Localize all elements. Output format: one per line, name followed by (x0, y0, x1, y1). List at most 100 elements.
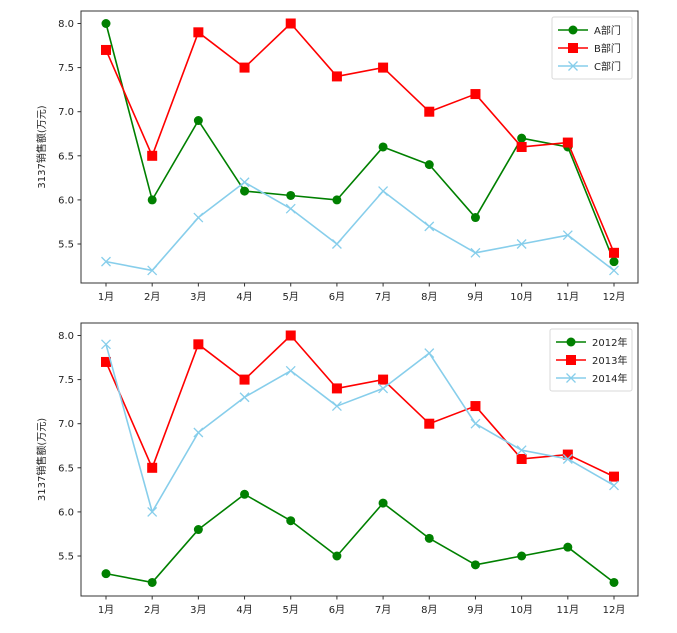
series-1 (101, 330, 619, 482)
data-point (378, 186, 389, 197)
data-point (193, 339, 204, 350)
data-point (378, 142, 388, 152)
data-point (286, 516, 296, 526)
data-point (516, 141, 527, 152)
data-point (378, 498, 388, 508)
chart-top-departments: 5.5 6.0 6.5 7.0 7.5 8.0 1月 2月 3月 4月 5月 6月 7月 8月 9月 10月 1… (35, 10, 639, 303)
data-point (424, 106, 435, 117)
legend-marker (568, 25, 578, 35)
series-line (105, 181, 615, 272)
x-tick-label: 11月 (556, 604, 579, 616)
x-tick-label: 3月 (190, 291, 206, 303)
series-2 (101, 177, 619, 276)
data-point (516, 453, 527, 464)
data-point (285, 18, 296, 29)
data-point (193, 212, 204, 223)
data-point (470, 247, 481, 258)
legend: A部门 B部门 C部门 (551, 16, 633, 80)
data-point (516, 239, 527, 249)
data-point (424, 418, 435, 429)
data-point (193, 116, 203, 126)
legend-marker (566, 355, 576, 365)
x-tick-label: 4月 (236, 604, 252, 616)
data-point (147, 150, 158, 161)
series-line (105, 493, 615, 584)
data-point (332, 195, 342, 205)
y-tick-label: 6.0 (58, 195, 74, 206)
data-point (240, 186, 250, 196)
y-tick-label: 6.0 (58, 507, 74, 518)
data-point (562, 454, 573, 464)
data-point (147, 506, 158, 517)
data-point (516, 445, 527, 456)
series-line (105, 334, 615, 478)
data-point (609, 577, 619, 587)
data-point (562, 137, 573, 148)
data-point (470, 418, 481, 429)
axes-frame (80, 322, 639, 597)
data-point (424, 533, 434, 543)
x-tick-label: 6月 (329, 291, 345, 303)
x-tick-label: 3月 (190, 604, 206, 616)
data-point (470, 89, 481, 100)
data-point (147, 265, 158, 276)
x-tick-label: 9月 (467, 291, 483, 303)
data-point (378, 374, 389, 385)
data-point (285, 330, 296, 341)
data-point (470, 213, 480, 223)
x-tick-label: 12月 (603, 604, 626, 616)
series-0 (101, 19, 619, 267)
data-point (239, 177, 250, 188)
y-tick-label: 6.5 (58, 463, 74, 474)
x-tick-label: 10月 (510, 291, 533, 303)
x-tick-label: 4月 (236, 291, 252, 303)
y-tick-label: 7.5 (58, 375, 74, 386)
data-point (239, 374, 250, 385)
x-tick-label: 11月 (556, 291, 579, 303)
data-point (193, 525, 203, 535)
data-point (331, 71, 342, 82)
x-tick-label: 5月 (283, 291, 299, 303)
y-axis-label: 3137销售额(万元) (35, 105, 48, 188)
data-point (378, 62, 389, 73)
x-tick-label: 7月 (375, 604, 391, 616)
x-tick-label: 12月 (603, 291, 626, 303)
data-point (470, 401, 481, 412)
axes-frame (80, 10, 639, 284)
x-tick-label: 2月 (144, 604, 160, 616)
series-1 (101, 18, 619, 258)
data-point (424, 160, 434, 170)
legend-label: B部门 (594, 42, 621, 55)
series-line (105, 23, 615, 262)
x-tick-label: 9月 (467, 604, 483, 616)
y-tick-label: 8.0 (58, 19, 74, 30)
data-point (101, 256, 111, 267)
data-point (609, 265, 619, 276)
legend-label: 2013年 (592, 354, 627, 367)
data-point (193, 427, 204, 438)
legend-label: C部门 (594, 60, 621, 73)
y-tick-label: 8.0 (58, 331, 74, 342)
x-tick-label: 5月 (283, 604, 299, 616)
y-tick-label: 7.0 (58, 419, 74, 430)
data-point (331, 401, 342, 412)
data-point (562, 449, 573, 460)
data-point (563, 542, 573, 552)
data-point (101, 19, 111, 28)
x-tick-label: 10月 (510, 604, 533, 616)
data-point (517, 133, 527, 143)
x-tick-label: 2月 (144, 291, 160, 303)
data-point (609, 480, 619, 491)
data-point (285, 365, 296, 376)
data-point (609, 247, 619, 258)
data-point (470, 560, 480, 570)
legend-label: 2012年 (592, 336, 627, 349)
y-tick-label: 7.5 (58, 63, 74, 74)
series-line (105, 22, 615, 254)
data-point (101, 356, 111, 367)
data-point (101, 339, 111, 350)
data-point (101, 44, 111, 55)
data-point (101, 569, 111, 579)
series-2 (101, 339, 619, 517)
